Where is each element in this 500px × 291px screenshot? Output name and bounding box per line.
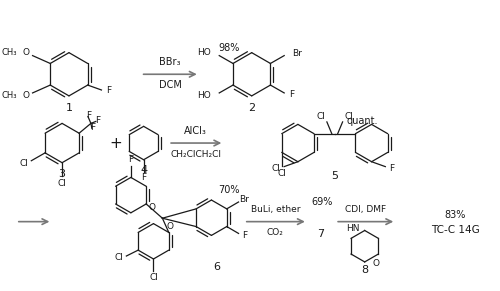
Text: F: F [141, 173, 146, 182]
Text: +: + [110, 136, 122, 150]
Text: F: F [90, 123, 96, 132]
Text: 98%: 98% [218, 43, 240, 53]
Text: 6: 6 [213, 262, 220, 272]
Text: Cl: Cl [149, 273, 158, 282]
Text: HO: HO [196, 48, 210, 57]
Text: F: F [242, 231, 247, 240]
Text: BBr₃: BBr₃ [160, 58, 181, 68]
Text: O: O [22, 91, 30, 100]
Text: 4: 4 [140, 165, 147, 175]
Text: Cl: Cl [272, 164, 280, 173]
Text: Cl: Cl [278, 168, 286, 178]
Text: Cl: Cl [58, 179, 66, 188]
Text: Cl: Cl [19, 159, 28, 168]
Text: O: O [149, 203, 156, 212]
Text: 7: 7 [317, 229, 324, 239]
Text: 5: 5 [331, 171, 338, 182]
Text: HN: HN [346, 224, 360, 233]
Text: TC-C 14G: TC-C 14G [430, 224, 480, 235]
Text: Br: Br [292, 49, 302, 58]
Text: CO₂: CO₂ [267, 228, 283, 237]
Text: Cl: Cl [316, 111, 326, 120]
Text: F: F [128, 155, 134, 164]
Text: DCM: DCM [158, 80, 182, 90]
Text: O: O [373, 259, 380, 268]
Text: Br: Br [240, 195, 250, 203]
Text: F: F [289, 91, 294, 100]
Text: 1: 1 [66, 103, 72, 113]
Text: CH₂ClCH₂Cl: CH₂ClCH₂Cl [170, 150, 221, 159]
Text: Cl: Cl [344, 111, 353, 120]
Text: CDI, DMF: CDI, DMF [345, 205, 386, 214]
Text: CH₃: CH₃ [2, 91, 17, 100]
Text: quant.: quant. [346, 116, 378, 126]
Text: F: F [106, 86, 112, 95]
Text: 8: 8 [361, 265, 368, 275]
Text: F: F [95, 116, 100, 125]
Text: F: F [86, 111, 92, 120]
Text: CH₃: CH₃ [2, 48, 17, 57]
Text: BuLi, ether: BuLi, ether [250, 205, 300, 214]
Text: AlCl₃: AlCl₃ [184, 126, 207, 136]
Text: 70%: 70% [218, 185, 240, 195]
Text: F: F [388, 164, 394, 173]
Text: O: O [22, 48, 30, 57]
Text: 69%: 69% [312, 197, 333, 207]
Text: 83%: 83% [444, 210, 466, 220]
Text: Cl: Cl [114, 253, 123, 262]
Text: HO: HO [196, 91, 210, 100]
Text: 2: 2 [248, 103, 256, 113]
Text: 3: 3 [58, 169, 66, 180]
Text: O: O [166, 222, 173, 231]
